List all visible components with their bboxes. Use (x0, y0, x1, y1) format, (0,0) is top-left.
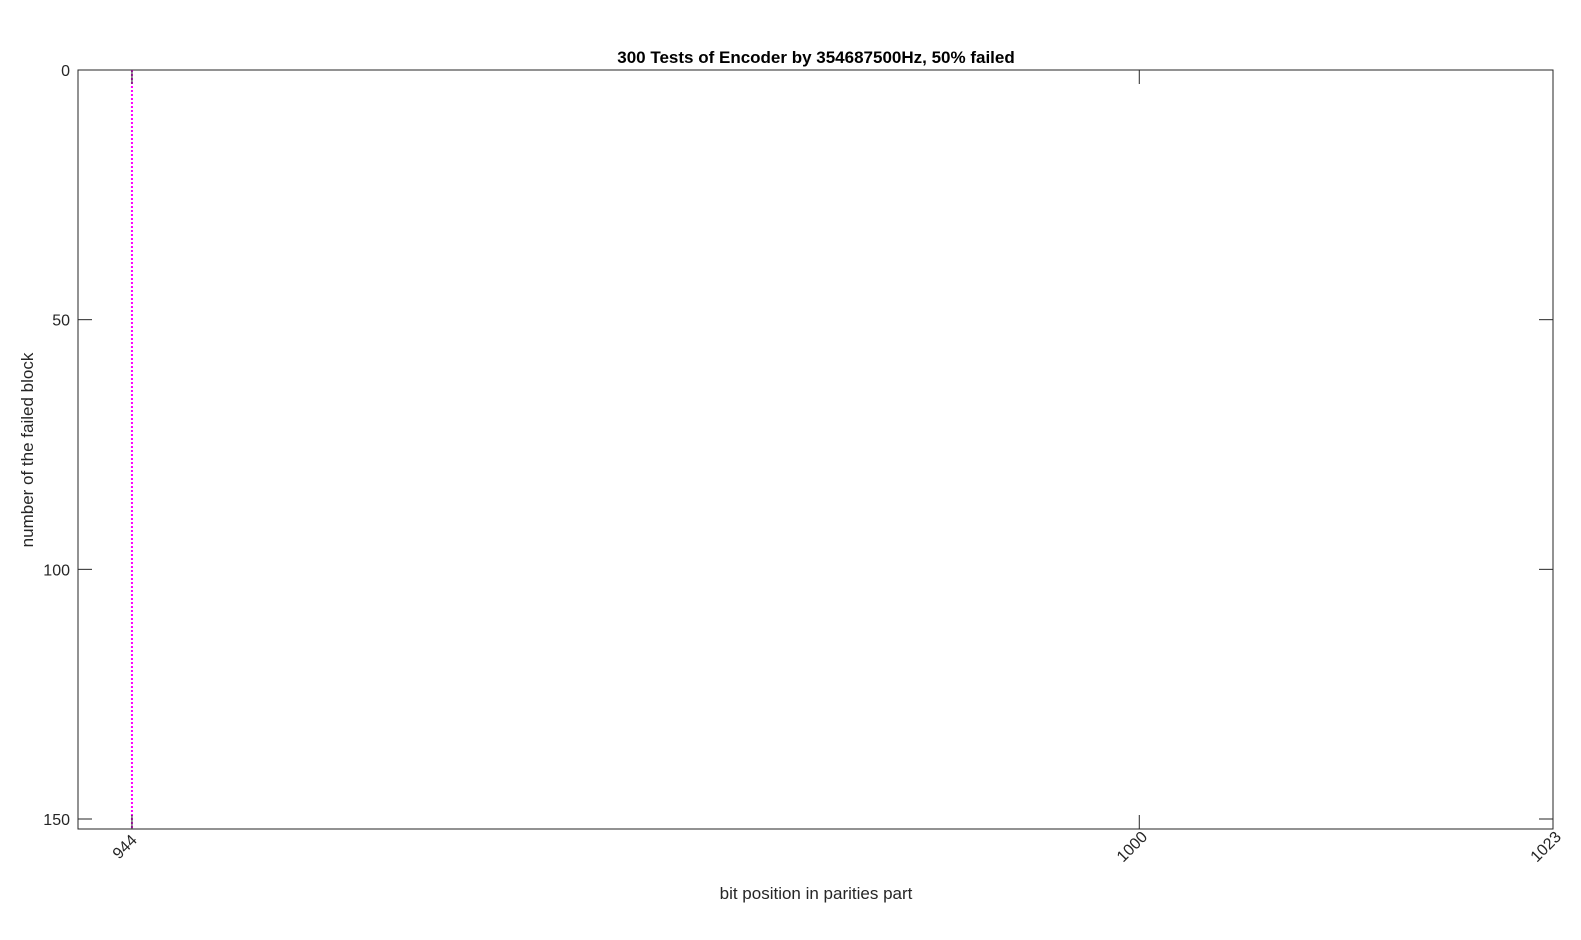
x-tick-label: 1023 (1528, 829, 1565, 866)
y-tick-label: 100 (43, 562, 70, 579)
y-tick-label: 150 (43, 812, 70, 829)
chart-title: 300 Tests of Encoder by 354687500Hz, 50%… (617, 48, 1015, 67)
y-tick-label: 0 (61, 63, 70, 80)
y-axis-label: number of the failed block (18, 352, 37, 547)
x-tick-label: 944 (110, 832, 141, 863)
y-tick-label: 50 (52, 313, 70, 330)
axes-box (77, 69, 1554, 830)
x-axis-label: bit position in parities part (720, 884, 913, 903)
plot-area: 944 1000 1023 0 50 100 150 (43, 63, 1565, 866)
x-tick-label: 1000 (1114, 829, 1151, 866)
